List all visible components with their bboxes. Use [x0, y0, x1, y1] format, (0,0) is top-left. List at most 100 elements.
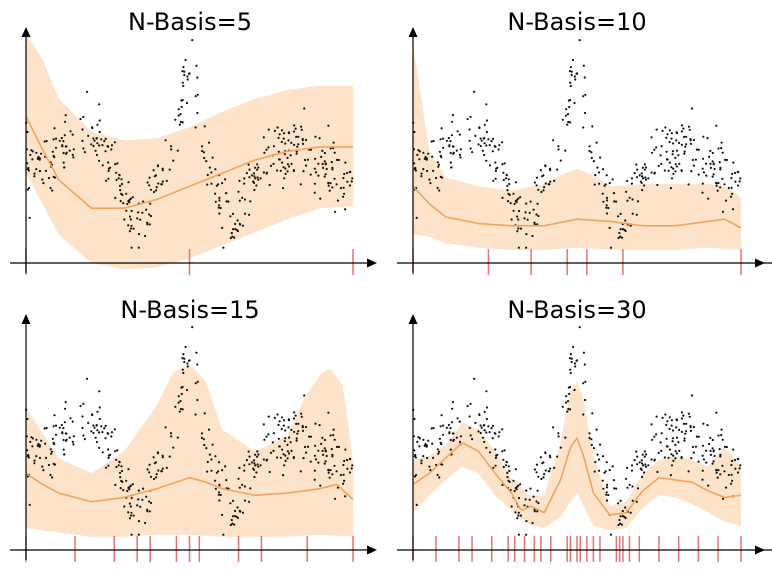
data-point [597, 458, 601, 461]
data-point [127, 199, 130, 203]
data-point [645, 453, 648, 456]
data-point [44, 456, 48, 459]
data-point [437, 165, 440, 168]
data-point [517, 496, 521, 500]
data-point [504, 177, 508, 180]
data-point [736, 458, 739, 461]
data-point [286, 170, 289, 173]
data-point [81, 415, 84, 418]
data-point [128, 215, 131, 218]
data-point [336, 199, 340, 202]
data-point [319, 197, 322, 200]
data-point [253, 175, 256, 178]
data-point [593, 470, 596, 473]
data-point [269, 164, 273, 167]
data-point [519, 196, 522, 199]
data-point [304, 164, 308, 167]
data-point [485, 431, 488, 434]
data-point [709, 449, 712, 452]
data-point [718, 448, 721, 451]
data-point [104, 424, 107, 427]
data-point [537, 475, 540, 478]
data-point [582, 382, 585, 385]
data-point [524, 498, 527, 501]
data-point [83, 151, 86, 154]
data-point [148, 471, 151, 474]
data-point [716, 476, 719, 479]
data-point [145, 208, 148, 211]
data-point [284, 142, 287, 145]
data-point [674, 443, 677, 446]
data-point [351, 177, 354, 180]
data-point [343, 172, 346, 176]
data-point [687, 183, 690, 186]
data-point [334, 497, 337, 500]
data-point [582, 64, 586, 67]
data-point [211, 156, 214, 159]
data-point [277, 136, 280, 139]
data-point [116, 449, 119, 452]
data-point [137, 211, 140, 214]
data-point [252, 459, 256, 462]
data-point [128, 502, 131, 505]
data-point [60, 136, 63, 140]
data-point [90, 430, 93, 433]
data-point [333, 151, 336, 154]
data-point [638, 174, 641, 177]
data-point [302, 457, 305, 460]
data-point [682, 422, 686, 425]
data-point [164, 426, 167, 429]
data-point [719, 473, 722, 476]
data-point [218, 499, 221, 502]
data-point [618, 518, 621, 522]
data-point [297, 422, 300, 425]
data-point [701, 478, 704, 481]
data-point [623, 515, 626, 519]
data-point [655, 146, 658, 149]
data-point [297, 143, 300, 146]
data-point [439, 154, 442, 157]
data-point [318, 137, 321, 140]
data-point [295, 439, 298, 442]
data-point [247, 450, 250, 453]
data-point [40, 439, 43, 442]
data-point [564, 149, 567, 152]
data-point [179, 407, 182, 411]
data-point [279, 456, 282, 459]
data-point [663, 169, 666, 172]
data-point [626, 466, 629, 469]
data-point [644, 176, 647, 179]
data-point [49, 448, 52, 451]
data-point [636, 168, 639, 171]
data-point [568, 392, 571, 396]
data-point [262, 171, 265, 174]
data-point [506, 200, 510, 203]
data-point [535, 213, 538, 216]
data-point [52, 154, 55, 157]
data-point [278, 445, 281, 448]
data-point [26, 130, 29, 134]
data-point [231, 499, 235, 502]
data-point [262, 423, 265, 426]
data-point [723, 158, 727, 161]
data-point [570, 70, 573, 73]
data-point [52, 462, 55, 465]
data-point [331, 166, 334, 169]
data-point [300, 412, 303, 415]
data-point [442, 137, 445, 140]
data-point [429, 182, 432, 185]
data-point [225, 192, 228, 195]
data-point [694, 445, 698, 448]
data-point [335, 158, 339, 161]
data-point [139, 218, 142, 221]
data-point [286, 443, 289, 446]
data-point [721, 151, 724, 154]
data-point [63, 166, 66, 169]
data-point [101, 144, 104, 147]
data-point [660, 145, 663, 148]
data-point [35, 168, 38, 171]
data-point [705, 174, 708, 177]
data-point [294, 127, 297, 130]
mean-line [25, 115, 353, 209]
data-point [119, 487, 122, 490]
